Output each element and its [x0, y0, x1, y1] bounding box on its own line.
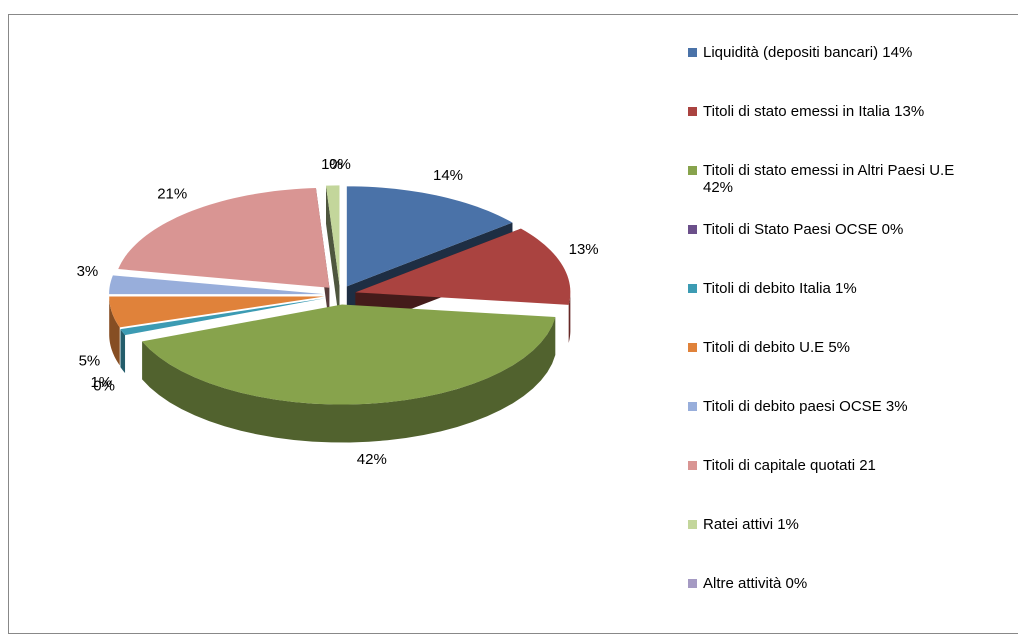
legend-item: Titoli di stato emessi in Altri Paesi U.… [688, 162, 988, 196]
legend-item: Titoli di stato emessi in Italia 13% [688, 103, 988, 120]
legend-item: Titoli di debito Italia 1% [688, 280, 988, 297]
slice-side [120, 329, 126, 374]
legend-swatch [688, 343, 697, 352]
legend-swatch [688, 166, 697, 175]
legend-label: Altre attività 0% [703, 575, 808, 592]
legend-swatch [688, 461, 697, 470]
slice [325, 185, 340, 286]
data-label: 21% [157, 185, 187, 202]
data-label: 13% [569, 241, 599, 258]
slice-side [142, 317, 556, 443]
data-label: 0% [93, 377, 115, 394]
legend-swatch [688, 402, 697, 411]
legend-label: Titoli di stato emessi in Italia 13% [703, 103, 925, 120]
legend-label: Titoli di Stato Paesi OCSE 0% [703, 221, 904, 238]
legend-item: Titoli di debito paesi OCSE 3% [688, 398, 988, 415]
legend-item: Titoli di Stato Paesi OCSE 0% [688, 221, 988, 238]
legend-swatch [688, 48, 697, 57]
legend-label: Titoli di debito paesi OCSE 3% [703, 398, 908, 415]
legend-label: Titoli di debito U.E 5% [703, 339, 851, 356]
legend-item: Liquidità (depositi bancari) 14% [688, 44, 988, 61]
legend-swatch [688, 107, 697, 116]
legend-swatch [688, 520, 697, 529]
data-label: 3% [77, 263, 99, 280]
slice [346, 186, 513, 287]
legend-swatch [688, 284, 697, 293]
data-label: 42% [357, 451, 387, 468]
data-label: 14% [433, 167, 463, 184]
legend-item: Titoli di debito U.E 5% [688, 339, 988, 356]
data-label: 5% [79, 352, 101, 369]
slice [109, 296, 325, 328]
legend-label: Liquidità (depositi bancari) 14% [703, 44, 913, 61]
slice-wall [325, 185, 340, 324]
slice [120, 298, 325, 336]
slice-side [568, 292, 571, 343]
legend-item: Titoli di capitale quotati 21 [688, 457, 988, 474]
slice [142, 304, 556, 405]
legend-item: Altre attività 0% [688, 575, 988, 592]
slice-side [109, 296, 120, 366]
slice [355, 228, 571, 305]
legend-swatch [688, 225, 697, 234]
legend-label: Titoli di stato emessi in Altri Paesi U.… [703, 162, 955, 196]
slice [109, 275, 325, 295]
legend-label: Titoli di capitale quotati 21 [703, 457, 876, 474]
legend-item: Ratei attivi 1% [688, 516, 988, 533]
slice [118, 187, 330, 288]
data-label: 1% [90, 374, 112, 391]
legend-swatch [688, 579, 697, 588]
legend-label: Titoli di debito Italia 1% [703, 280, 857, 297]
legend-label: Ratei attivi 1% [703, 516, 799, 533]
data-label: 0% [329, 156, 351, 173]
data-label: 1% [321, 156, 343, 173]
